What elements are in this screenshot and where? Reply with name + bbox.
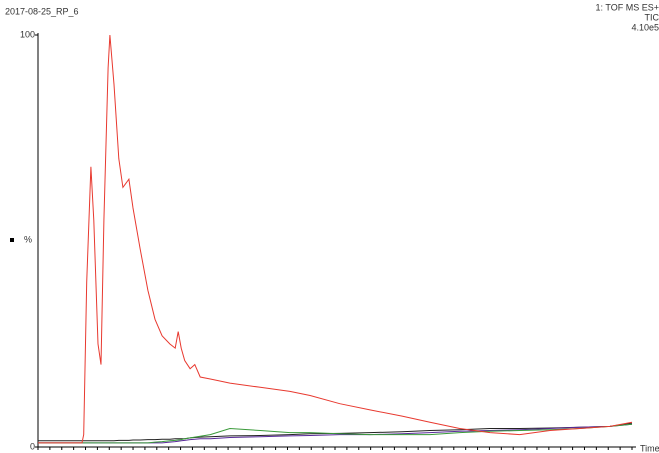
info-text: TIC: [645, 12, 659, 22]
chart-title: 2017-08-25_RP_6: [5, 6, 79, 16]
x-axis-label: Time: [640, 443, 659, 453]
y-tick-label: 100: [20, 29, 35, 39]
series-line: [38, 34, 633, 444]
info-text: 4.10e5: [631, 22, 659, 32]
y-tick-label: 0: [30, 441, 35, 451]
info-text: 1: TOF MS ES+: [596, 2, 659, 12]
series-line: [38, 423, 633, 444]
y-axis-label: %: [24, 234, 32, 244]
marker-square: [10, 238, 14, 242]
series-line: [38, 422, 633, 442]
